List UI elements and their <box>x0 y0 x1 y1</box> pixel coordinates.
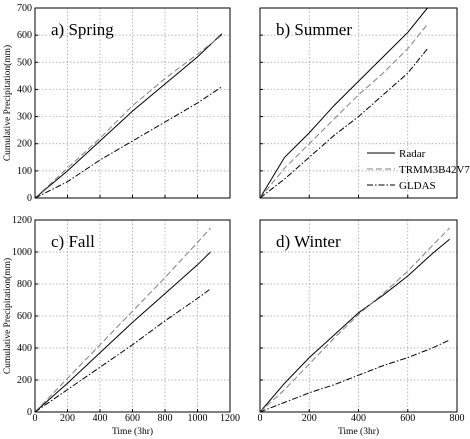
panel-title: c) Fall <box>51 232 95 251</box>
series-line <box>34 33 223 199</box>
series-line <box>259 339 450 413</box>
legend-label: TRMM3B42V7 <box>399 164 470 176</box>
y-tick-label: 0 <box>27 407 32 418</box>
x-tick-label: 0 <box>258 413 263 424</box>
y-tick-label: 700 <box>17 3 32 14</box>
y-tick-label: 600 <box>17 30 32 41</box>
series-line <box>259 238 450 413</box>
y-tick-label: 100 <box>17 166 32 177</box>
series-line <box>34 86 223 199</box>
x-tick-label: 600 <box>125 413 140 424</box>
y-tick-label: 200 <box>17 139 32 150</box>
x-axis-label: Time (3hr) <box>338 426 379 437</box>
plot-frame <box>34 219 231 413</box>
series-line <box>34 251 211 413</box>
series-line <box>34 288 211 413</box>
legend-label: Radar <box>399 148 426 160</box>
y-axis-label: Cumulative Precipitation(mm) <box>2 258 13 374</box>
x-tick-label: 1200 <box>220 413 240 424</box>
x-axis-label: Time (3hr) <box>112 426 153 437</box>
series-line <box>259 7 428 199</box>
series-line <box>259 48 428 199</box>
series-line <box>259 227 450 413</box>
plot-frame <box>259 219 458 413</box>
panel-title: d) Winter <box>276 232 341 251</box>
x-tick-label: 800 <box>158 413 173 424</box>
y-tick-label: 200 <box>17 375 32 386</box>
x-tick-label: 200 <box>60 413 75 424</box>
y-tick-label: 300 <box>17 112 32 123</box>
y-tick-label: 1000 <box>12 247 32 258</box>
panel-title: b) Summer <box>276 20 352 39</box>
x-tick-label: 0 <box>33 413 38 424</box>
y-axis-label: Cumulative Precipitation(mm) <box>2 45 13 161</box>
x-tick-label: 400 <box>351 413 366 424</box>
y-tick-label: 400 <box>17 84 32 95</box>
y-tick-label: 1200 <box>12 215 32 226</box>
panel-title: a) Spring <box>51 20 114 39</box>
x-tick-label: 400 <box>93 413 108 424</box>
series-line <box>34 227 211 413</box>
y-tick-label: 800 <box>17 279 32 290</box>
y-tick-label: 500 <box>17 57 32 68</box>
series-line <box>34 34 223 199</box>
x-tick-label: 200 <box>302 413 317 424</box>
plot-frame <box>259 7 458 199</box>
x-tick-label: 1000 <box>188 413 208 424</box>
y-tick-label: 600 <box>17 311 32 322</box>
y-tick-label: 0 <box>27 193 32 204</box>
legend-label: GLDAS <box>399 180 436 192</box>
y-tick-label: 400 <box>17 343 32 354</box>
plot-frame <box>34 7 231 199</box>
x-tick-label: 600 <box>400 413 415 424</box>
x-tick-label: 800 <box>450 413 465 424</box>
